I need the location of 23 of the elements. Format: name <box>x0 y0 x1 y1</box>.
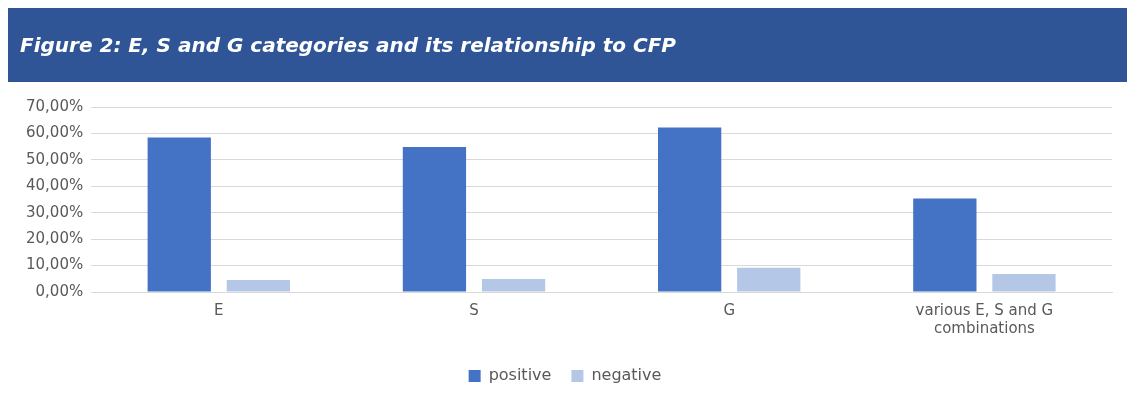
legend-label: positive <box>488 365 552 385</box>
y-tick-label: 0,00% <box>35 281 84 300</box>
chart-title: Figure 2: E, S and G categories and its relationship to CFP <box>20 33 677 57</box>
bar <box>226 280 290 292</box>
bar <box>992 274 1056 292</box>
x-tick-label: various E, S and G combinations <box>915 300 1054 337</box>
x-tick-label: S <box>469 300 479 319</box>
x-tick-label: G <box>723 300 736 319</box>
y-tick-label: 50,00% <box>25 149 84 168</box>
bar <box>402 146 467 292</box>
y-tick-label: 40,00% <box>25 176 84 195</box>
y-tick-label: 20,00% <box>25 229 84 248</box>
x-tick-label: E <box>214 300 224 319</box>
legend-label: negative <box>591 365 662 385</box>
y-tick-label: 30,00% <box>25 202 84 221</box>
y-tick-label: 70,00% <box>25 96 84 115</box>
bar <box>658 127 722 292</box>
bar <box>913 198 977 292</box>
bar <box>147 137 211 292</box>
bar <box>481 279 546 292</box>
y-tick-label: 10,00% <box>25 255 84 274</box>
y-tick-label: 60,00% <box>25 123 84 142</box>
bar <box>737 267 801 292</box>
